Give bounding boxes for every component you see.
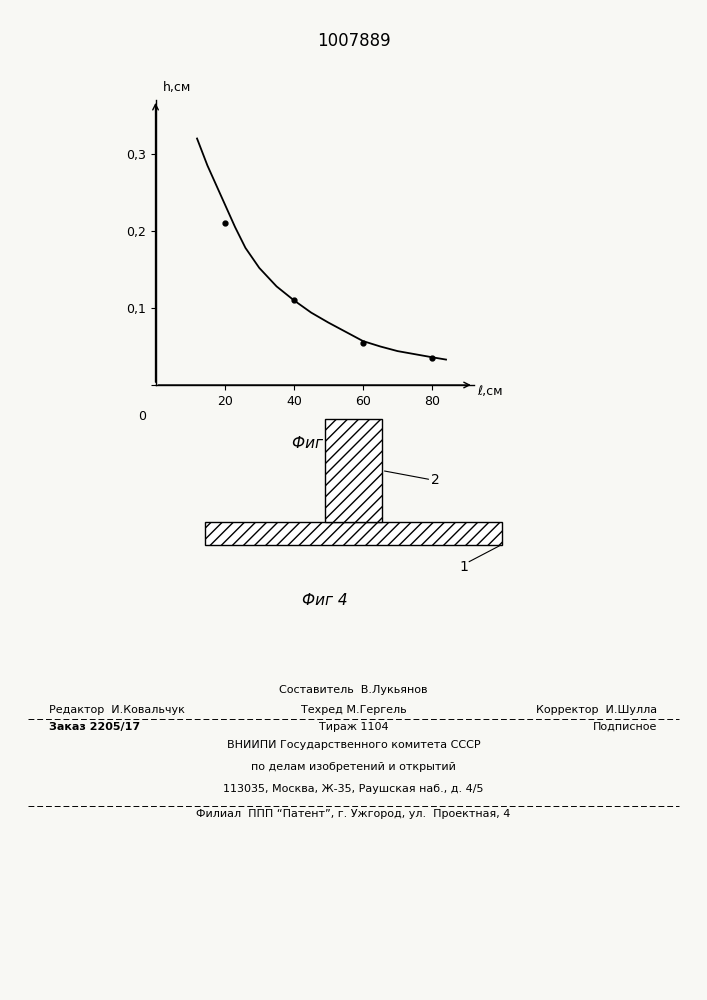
Bar — [325, 419, 382, 522]
Text: Составитель  В.Лукьянов: Составитель В.Лукьянов — [279, 685, 428, 695]
Bar — [205, 522, 502, 544]
Text: 2: 2 — [431, 473, 440, 487]
Text: Редактор  И.Ковальчук: Редактор И.Ковальчук — [49, 705, 185, 715]
Text: ℓ,см: ℓ,см — [477, 385, 503, 398]
Text: 0: 0 — [138, 410, 146, 423]
Text: 1: 1 — [460, 560, 469, 574]
Text: h,см: h,см — [163, 81, 191, 94]
Text: 113035, Москва, Ж-35, Раушская наб., д. 4/5: 113035, Москва, Ж-35, Раушская наб., д. … — [223, 784, 484, 794]
Text: Фиг 4: Фиг 4 — [303, 593, 348, 608]
Text: ВНИИПИ Государственного комитета СССР: ВНИИПИ Государственного комитета СССР — [227, 740, 480, 750]
Text: Заказ 2205/17: Заказ 2205/17 — [49, 722, 141, 732]
Text: 1007889: 1007889 — [317, 32, 390, 50]
Text: Техред М.Гергель: Техред М.Гергель — [300, 705, 407, 715]
Text: по делам изобретений и открытий: по делам изобретений и открытий — [251, 762, 456, 772]
Text: Корректор  И.Шулла: Корректор И.Шулла — [537, 705, 658, 715]
Text: Подписное: Подписное — [593, 722, 658, 732]
Text: Фиг 3: Фиг 3 — [292, 436, 337, 451]
Text: Филиал  ППП “Патент”, г. Ужгород, ул.  Проектная, 4: Филиал ППП “Патент”, г. Ужгород, ул. Про… — [197, 809, 510, 819]
Text: Тираж 1104: Тираж 1104 — [319, 722, 388, 732]
